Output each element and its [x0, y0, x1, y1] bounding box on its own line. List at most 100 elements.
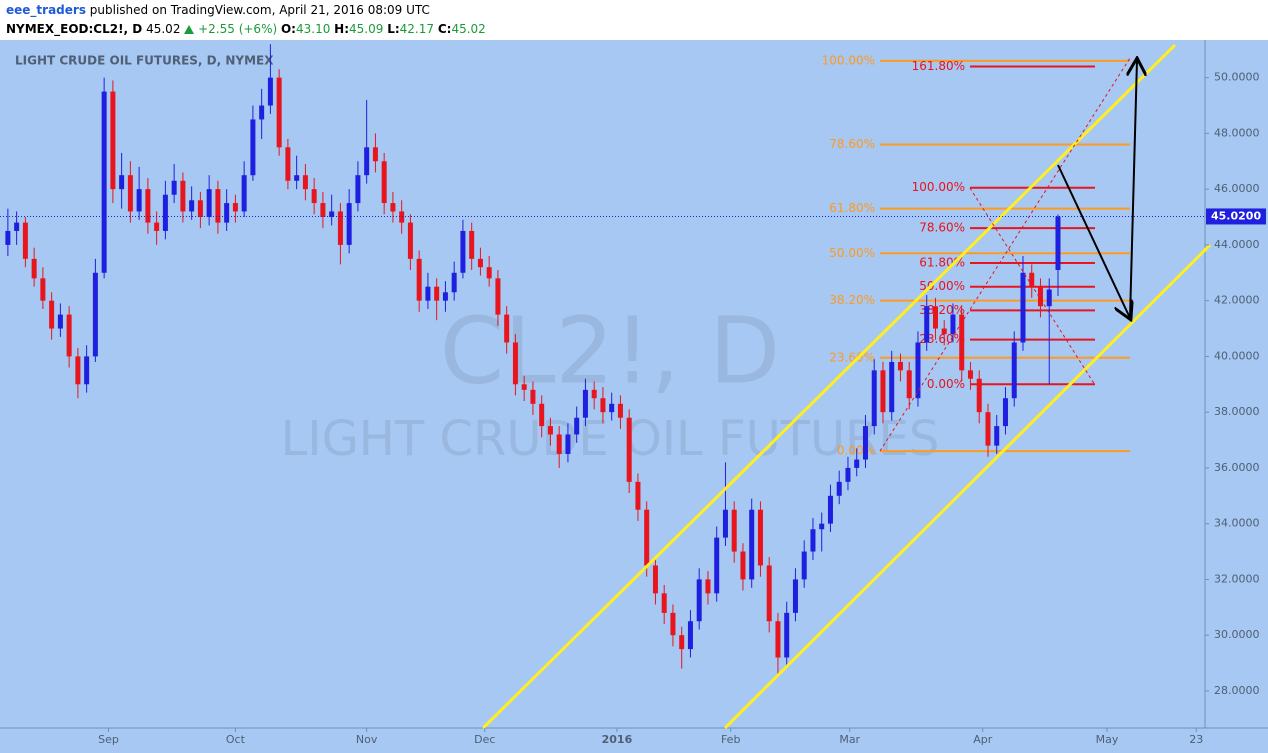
candle-body [267, 77, 273, 106]
candle-body [617, 403, 623, 418]
candle-body [311, 189, 317, 204]
symbol: NYMEX_EOD:CL2!, D [6, 22, 143, 36]
y-tick-label: 28.0000 [1214, 684, 1260, 697]
fib-label: 78.60% [829, 137, 875, 151]
candle-body [84, 356, 90, 385]
candle-body [722, 509, 728, 538]
candle-body [670, 612, 676, 636]
candle-body [994, 426, 1000, 446]
candle-body [967, 370, 973, 379]
fib-label: 61.80% [829, 201, 875, 215]
candle-body [504, 314, 510, 343]
candle-body [609, 403, 615, 413]
y-tick-label: 48.0000 [1214, 126, 1260, 139]
last: 45.02 [146, 22, 181, 36]
candle-body [40, 278, 46, 301]
candle-body [652, 565, 658, 594]
candle-body [757, 509, 763, 566]
candle-body [495, 278, 501, 315]
user[interactable]: eee_traders [6, 3, 86, 17]
x-tick-label: Sep [98, 733, 119, 746]
candle-body [810, 529, 816, 552]
y-tick-label: 40.0000 [1214, 349, 1260, 362]
fib-label: 0.00% [837, 444, 875, 458]
y-tick-label: 50.0000 [1214, 71, 1260, 84]
fib-label: 23.60% [919, 332, 965, 346]
candle-body [189, 200, 195, 212]
candle-body [679, 635, 685, 650]
candle-body [31, 258, 37, 279]
candle-body [92, 272, 98, 357]
candle-body [250, 119, 256, 176]
y-tick-label: 44.0000 [1214, 238, 1260, 251]
candle-body [836, 481, 842, 496]
publish-line: eee_traders published on TradingView.com… [6, 3, 430, 17]
candle-body [775, 621, 781, 658]
candle-body [101, 91, 107, 273]
fib-label: 61.80% [919, 256, 965, 270]
candle-body [162, 194, 168, 231]
ohlc-label: C: [437, 22, 452, 36]
projection-arrow [1057, 164, 1130, 318]
candle-body [845, 467, 851, 482]
y-tick-label: 30.0000 [1214, 628, 1260, 641]
candle-body [792, 579, 798, 613]
candle-body [705, 579, 711, 594]
candle-body [1046, 289, 1052, 307]
fib-label: 100.00% [912, 180, 965, 194]
candle-body [372, 147, 378, 162]
candle-body [906, 370, 912, 399]
x-tick-label: 23 [1189, 733, 1203, 746]
candle-body [696, 579, 702, 622]
candle-body [915, 342, 921, 399]
candle-body [75, 356, 81, 385]
candle-body [1020, 272, 1026, 343]
candle-body [285, 147, 291, 181]
candle-body [197, 200, 203, 218]
candle-body [1002, 398, 1008, 427]
candle-body [959, 314, 965, 371]
ohlc-label: O: [280, 22, 296, 36]
candle-body [486, 267, 492, 279]
candle-body [232, 203, 238, 212]
candle-body [329, 211, 335, 218]
candle-body [22, 222, 28, 259]
candle-body [924, 306, 930, 343]
last-price-box [1206, 208, 1266, 225]
y-tick-label: 36.0000 [1214, 461, 1260, 474]
candle-body [57, 314, 63, 329]
candle-body [574, 417, 580, 435]
candle-body [565, 434, 571, 454]
candle-body [854, 459, 860, 468]
candle-body [1011, 342, 1017, 399]
y-tick-label: 46.0000 [1214, 182, 1260, 195]
candle-body [110, 91, 116, 190]
fib-label: 0.00% [927, 377, 965, 391]
candle-body [337, 211, 343, 245]
candle-body [556, 434, 562, 454]
candle-body [521, 384, 527, 390]
fib-label: 50.00% [829, 246, 875, 260]
candle-body [442, 292, 448, 301]
candle-body [932, 306, 938, 329]
candle-body [626, 417, 632, 482]
candle-body [346, 203, 352, 245]
candle-body [644, 509, 650, 566]
candle-body [127, 175, 133, 212]
published: published on TradingView.com, April 21, … [89, 3, 430, 17]
candle-body [941, 328, 947, 335]
candle-body [180, 180, 186, 212]
candle-body [749, 509, 755, 580]
candle-body [145, 189, 151, 223]
candle-body [766, 565, 772, 622]
ohlc-value: 45.02 [451, 22, 486, 36]
candle-body [976, 378, 982, 413]
candle-body [460, 230, 466, 273]
candle-body [215, 189, 221, 223]
ohlc-value: 45.09 [349, 22, 384, 36]
symbol-line: NYMEX_EOD:CL2!, D 45.02 +2.55 (+6%) O:43… [6, 22, 486, 36]
candle-body [119, 175, 125, 190]
projection-arrow [1130, 60, 1137, 319]
y-tick-label: 42.0000 [1214, 294, 1260, 307]
